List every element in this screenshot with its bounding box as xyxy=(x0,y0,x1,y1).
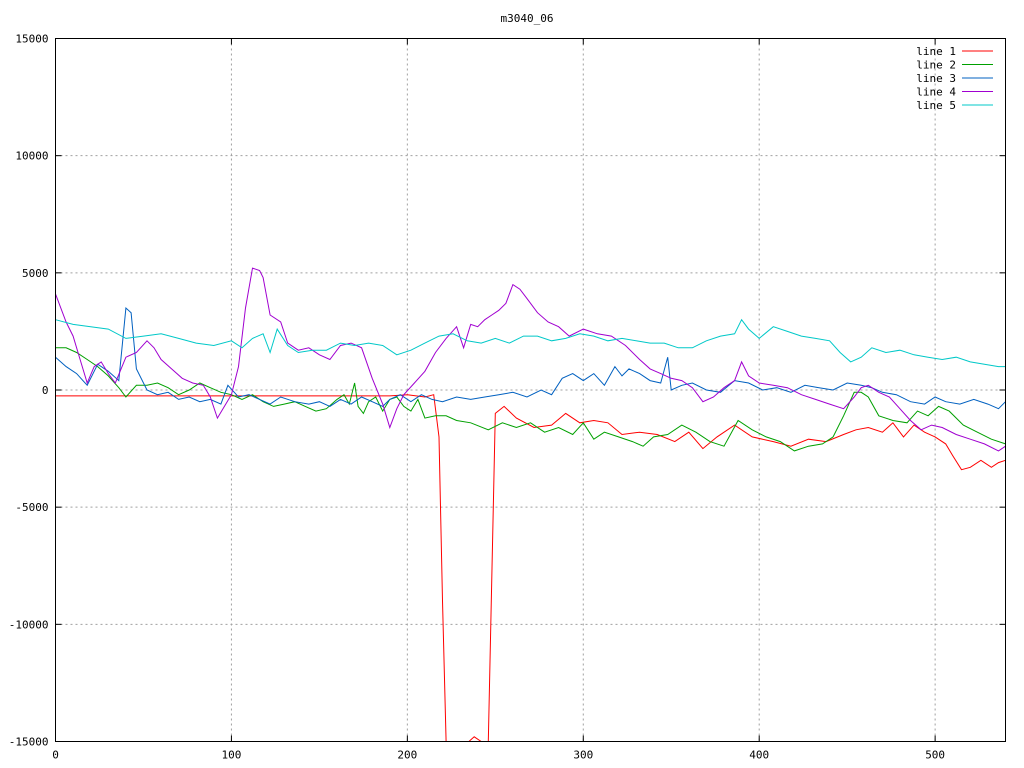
x-tick-label: 100 xyxy=(221,749,241,762)
chart-title: m3040_06 xyxy=(501,12,554,25)
y-tick-label: -5000 xyxy=(15,501,48,514)
x-tick-label: 500 xyxy=(925,749,945,762)
x-tick-label: 400 xyxy=(749,749,769,762)
x-tick-label: 200 xyxy=(397,749,417,762)
y-tick-label: 5000 xyxy=(22,267,49,280)
tick-labels: 0 100 200 300 400 500 15000 10000 5000 0 -5000 -100… xyxy=(9,33,945,762)
y-tick-label: 10000 xyxy=(15,150,48,163)
axis-ticks xyxy=(55,38,1006,742)
x-tick-label: 300 xyxy=(573,749,593,762)
series-line-5 xyxy=(55,318,1006,368)
grid xyxy=(55,38,1006,742)
series-group xyxy=(55,267,1006,742)
legend-label-3: line 3 xyxy=(916,72,956,85)
series-line-2 xyxy=(55,347,1006,452)
legend-label-2: line 2 xyxy=(916,59,956,72)
legend-label-4: line 4 xyxy=(916,86,956,99)
y-tick-label: -10000 xyxy=(9,618,49,631)
y-tick-label: -15000 xyxy=(9,736,49,749)
series-line-1 xyxy=(55,394,1006,742)
y-tick-label: 15000 xyxy=(15,33,48,46)
x-tick-label: 0 xyxy=(52,749,59,762)
legend-label-1: line 1 xyxy=(916,45,956,58)
series-line-4 xyxy=(55,267,1006,452)
y-tick-label: 0 xyxy=(42,384,49,397)
series-line-3 xyxy=(55,306,1006,410)
legend-label-5: line 5 xyxy=(916,99,956,112)
